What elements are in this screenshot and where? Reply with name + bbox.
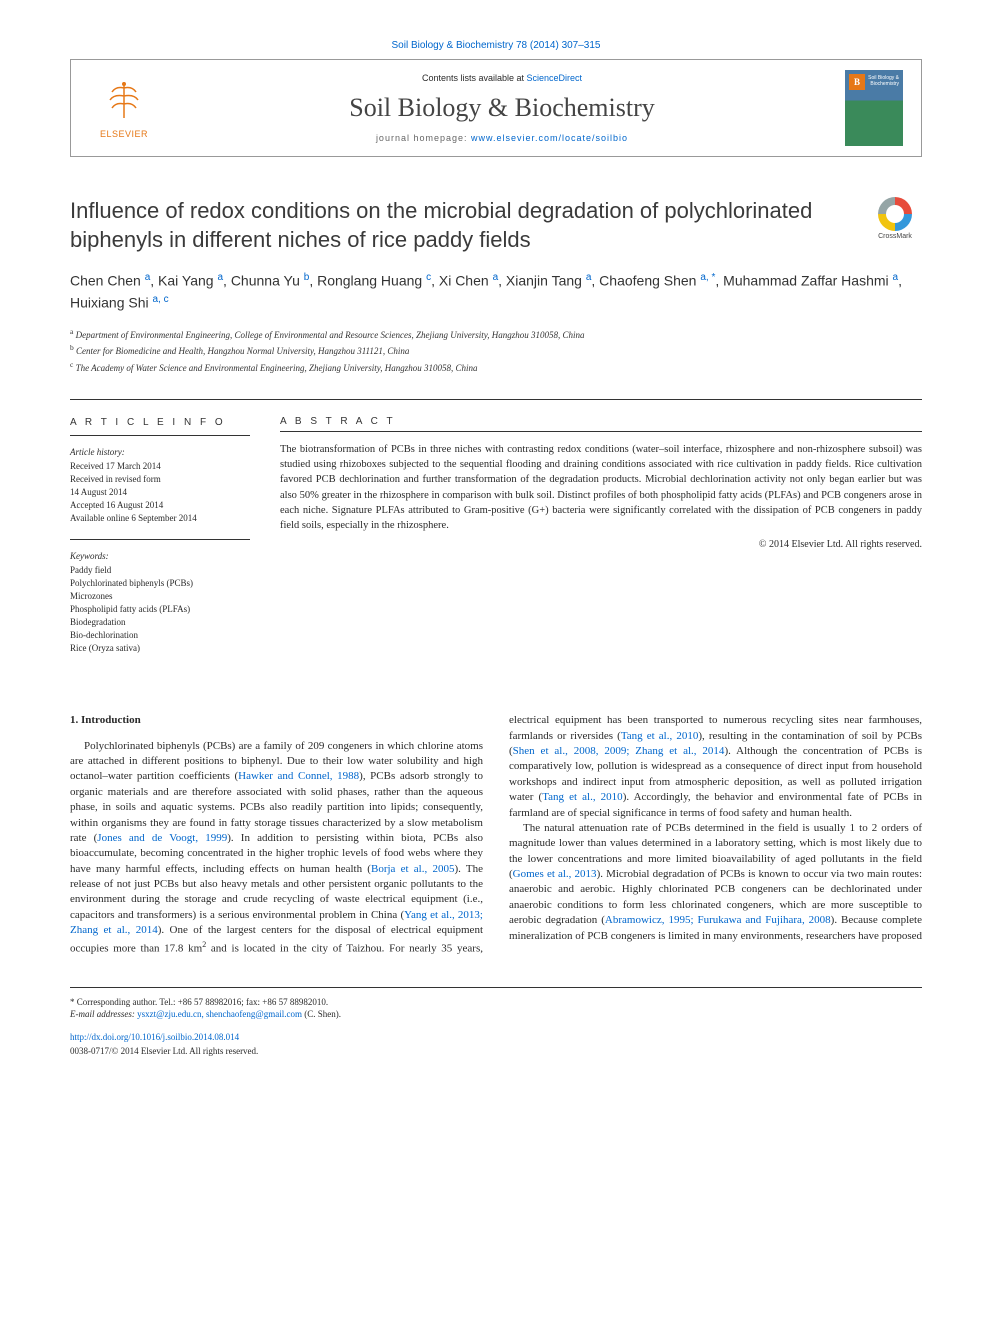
corresponding-label: * Corresponding author. Tel.: +86 57 889… (70, 996, 479, 1009)
affiliation-line: b Center for Biomedicine and Health, Han… (70, 342, 922, 359)
ref-yang-2013[interactable]: Yang et al., 2013; Zhang et al., 2014 (70, 909, 483, 936)
elsevier-label: ELSEVIER (89, 129, 159, 139)
affiliation-line: c The Academy of Water Science and Envir… (70, 359, 922, 376)
history-line: Received in revised form (70, 473, 250, 486)
corresponding-emails-line: E-mail addresses: ysxzt@zju.edu.cn, shen… (70, 1008, 479, 1021)
abstract-heading: A B S T R A C T (280, 416, 922, 432)
email-tail: (C. Shen). (302, 1009, 341, 1019)
keyword-line: Rice (Oryza sativa) (70, 642, 250, 655)
header-citation: Soil Biology & Biochemistry 78 (2014) 30… (70, 40, 922, 51)
journal-name: Soil Biology & Biochemistry (159, 93, 845, 123)
contents-prefix: Contents lists available at (422, 73, 527, 83)
history-line: Available online 6 September 2014 (70, 512, 250, 525)
article-title: Influence of redox conditions on the mic… (70, 197, 848, 254)
ref-shen-2008[interactable]: Shen et al., 2008, 2009; Zhang et al., 2… (513, 745, 725, 757)
ref-hawker-1988[interactable]: Hawker and Connel, 1988 (238, 770, 359, 782)
history-label: Article history: (70, 446, 250, 459)
history-line: Received 17 March 2014 (70, 460, 250, 473)
issn-copyright: 0038-0717/© 2014 Elsevier Ltd. All right… (70, 1045, 479, 1058)
page-footer: * Corresponding author. Tel.: +86 57 889… (70, 987, 922, 1058)
sciencedirect-link[interactable]: ScienceDirect (527, 73, 583, 83)
doi-link[interactable]: http://dx.doi.org/10.1016/j.soilbio.2014… (70, 1031, 479, 1044)
cover-text: Soil Biology & Biochemistry (845, 76, 899, 87)
crossmark-label: CrossMark (868, 233, 922, 240)
info-abstract-row: A R T I C L E I N F O Article history: R… (70, 399, 922, 669)
keyword-line: Microzones (70, 590, 250, 603)
keyword-line: Bio-dechlorination (70, 629, 250, 642)
ref-jones-1999[interactable]: Jones and de Voogt, 1999 (97, 832, 227, 844)
elsevier-logo: ELSEVIER (89, 78, 159, 139)
history-line: Accepted 16 August 2014 (70, 499, 250, 512)
keyword-line: Biodegradation (70, 616, 250, 629)
article-info-heading: A R T I C L E I N F O (70, 416, 250, 436)
title-row: Influence of redox conditions on the mic… (70, 197, 922, 254)
keywords-block: Keywords: Paddy fieldPolychlorinated bip… (70, 539, 250, 655)
article-info-column: A R T I C L E I N F O Article history: R… (70, 416, 250, 669)
article-history-block: Article history: Received 17 March 2014R… (70, 446, 250, 525)
keywords-label: Keywords: (70, 550, 250, 563)
corresponding-emails[interactable]: ysxzt@zju.edu.cn, shenchaofeng@gmail.com (137, 1009, 302, 1019)
corresponding-author-block: * Corresponding author. Tel.: +86 57 889… (70, 996, 479, 1021)
intro-para-2: The natural attenuation rate of PCBs det… (509, 821, 922, 944)
ref-borja-2005[interactable]: Borja et al., 2005 (371, 863, 454, 875)
abstract-copyright: © 2014 Elsevier Ltd. All rights reserved… (280, 539, 922, 550)
homepage-prefix: journal homepage: (376, 133, 471, 143)
section-1-heading: 1. Introduction (70, 713, 483, 728)
keyword-line: Polychlorinated biphenyls (PCBs) (70, 577, 250, 590)
affiliation-line: a Department of Environmental Engineerin… (70, 326, 922, 343)
abstract-column: A B S T R A C T The biotransformation of… (280, 416, 922, 669)
journal-cover-thumbnail: B Soil Biology & Biochemistry (845, 70, 903, 146)
body-text-columns: 1. Introduction Polychlorinated biphenyl… (70, 713, 922, 957)
ref-tang-2010a[interactable]: Tang et al., 2010 (621, 730, 698, 742)
crossmark-badge[interactable]: CrossMark (868, 197, 922, 240)
ref-abramowicz-1995[interactable]: Abramowicz, 1995; Furukawa and Fujihara,… (605, 914, 831, 926)
contents-available-line: Contents lists available at ScienceDirec… (159, 73, 845, 83)
crossmark-icon (878, 197, 912, 231)
author-list: Chen Chen a, Kai Yang a, Chunna Yu b, Ro… (70, 270, 922, 313)
ref-tang-2010b[interactable]: Tang et al., 2010 (542, 791, 623, 803)
affiliation-list: a Department of Environmental Engineerin… (70, 326, 922, 376)
journal-header-box: ELSEVIER Contents lists available at Sci… (70, 59, 922, 157)
homepage-link[interactable]: www.elsevier.com/locate/soilbio (471, 133, 628, 143)
history-line: 14 August 2014 (70, 486, 250, 499)
header-center: Contents lists available at ScienceDirec… (159, 73, 845, 143)
keyword-line: Paddy field (70, 564, 250, 577)
elsevier-tree-icon (89, 78, 159, 129)
email-label: E-mail addresses: (70, 1009, 135, 1019)
homepage-line: journal homepage: www.elsevier.com/locat… (159, 133, 845, 143)
abstract-text: The biotransformation of PCBs in three n… (280, 442, 922, 533)
keyword-line: Phospholipid fatty acids (PLFAs) (70, 603, 250, 616)
ref-gomes-2013[interactable]: Gomes et al., 2013 (513, 868, 597, 880)
